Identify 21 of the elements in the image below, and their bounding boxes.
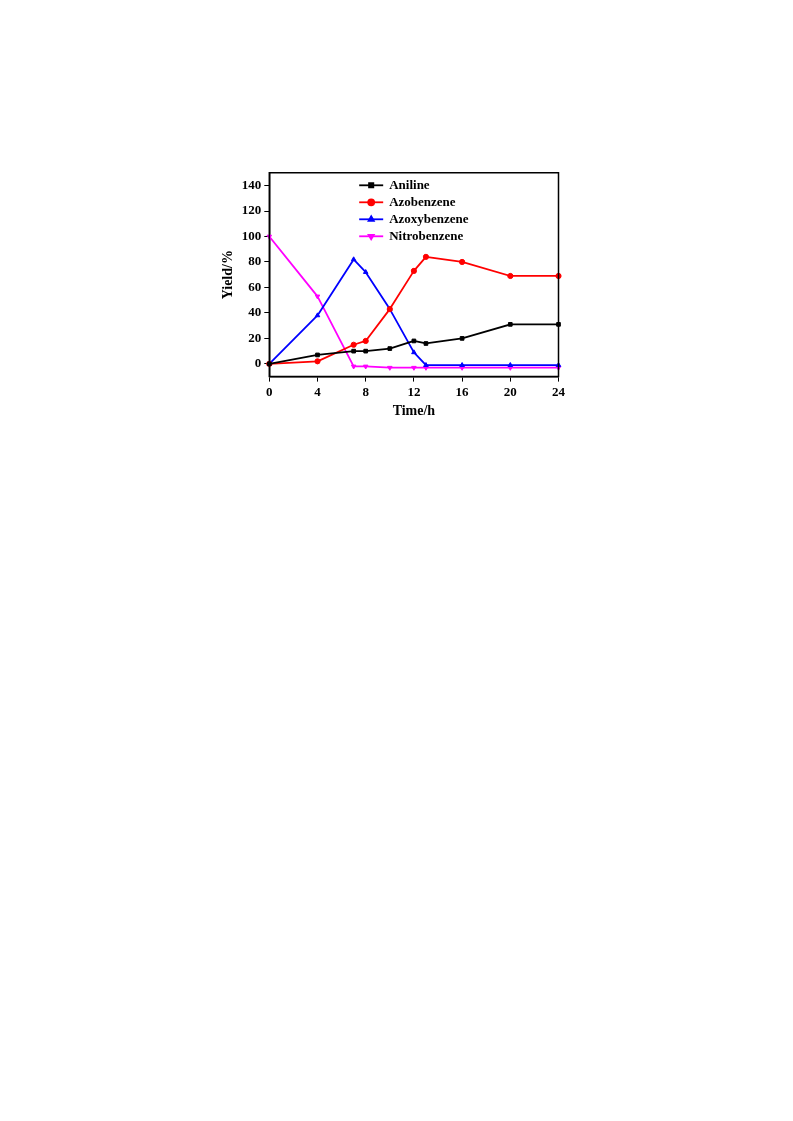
legend-label: Azobenzene xyxy=(389,193,456,209)
x-tick-label: 0 xyxy=(266,383,273,399)
x-tick-label: 16 xyxy=(455,383,470,399)
legend-label: Azoxybenzene xyxy=(389,210,469,226)
x-tick-label: 20 xyxy=(503,383,517,399)
x-tick-label: 8 xyxy=(362,383,370,399)
y-tick-label: 120 xyxy=(241,202,262,218)
y-tick-label: 140 xyxy=(241,176,262,192)
y-axis-title: Yield/% xyxy=(220,250,236,300)
legend-label: Nitrobenzene xyxy=(389,227,464,243)
y-tick-label: 60 xyxy=(248,278,262,294)
x-tick-label: 12 xyxy=(407,383,421,399)
x-axis-title: Time/h xyxy=(392,403,436,419)
y-tick-label: 40 xyxy=(248,304,262,320)
x-tick-label: 24 xyxy=(552,383,566,399)
legend-label: Aniline xyxy=(389,176,430,192)
y-tick-label: 20 xyxy=(248,329,262,345)
x-tick-label: 4 xyxy=(314,383,322,399)
y-tick-label: 0 xyxy=(254,355,262,371)
y-tick-label: 100 xyxy=(241,227,262,243)
y-tick-label: 80 xyxy=(248,253,262,269)
